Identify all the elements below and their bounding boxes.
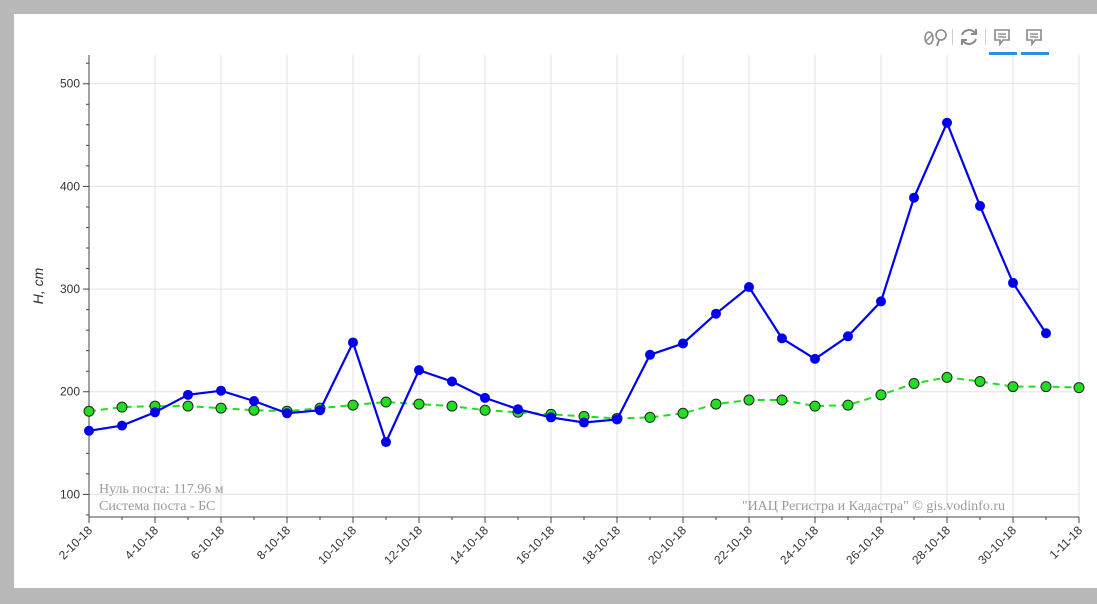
- data-point: [446, 400, 458, 412]
- data-point: [776, 394, 788, 406]
- x-tick-label: 14-10-18: [447, 523, 491, 567]
- series-layer: [83, 117, 1085, 448]
- data-point: [150, 407, 160, 418]
- y-tick-label: 200: [60, 385, 80, 399]
- data-point: [1041, 328, 1051, 339]
- data-point: [645, 349, 655, 360]
- series-0: [84, 117, 1051, 448]
- y-tick-label: 400: [60, 179, 80, 193]
- data-point: [876, 296, 886, 307]
- y-tick-label: 500: [60, 77, 80, 91]
- data-point: [282, 408, 292, 419]
- data-point: [248, 404, 260, 416]
- x-tick-label: 2-10-18: [56, 523, 95, 562]
- data-point: [942, 117, 952, 128]
- x-tick-label: 18-10-18: [579, 523, 623, 567]
- x-tick-label: 6-10-18: [188, 523, 227, 562]
- x-tick-label: 26-10-18: [843, 523, 887, 567]
- chart-panel: [14, 14, 1097, 588]
- toolbar-separator: [952, 29, 953, 45]
- data-point: [579, 417, 589, 428]
- data-point: [1007, 381, 1019, 393]
- data-point: [941, 371, 953, 383]
- x-tick-label: 10-10-18: [315, 523, 359, 567]
- data-point: [612, 414, 622, 425]
- data-point: [743, 394, 755, 406]
- y-axis-label: H, cm: [30, 267, 46, 304]
- x-tick-label: 28-10-18: [909, 523, 953, 567]
- data-point: [546, 412, 556, 423]
- data-point: [480, 392, 490, 403]
- zero-level-note: Нуль поста: 117.96 м: [99, 482, 224, 497]
- hover-icon[interactable]: [986, 23, 1018, 55]
- credit-note: "ИАЦ Регистра и Кадастра" © gis.vodinfo.…: [742, 499, 1005, 514]
- data-point: [711, 308, 721, 319]
- data-point: [84, 425, 94, 436]
- x-tick-label: 12-10-18: [381, 523, 425, 567]
- toolbar-separator: [985, 29, 986, 45]
- data-point: [809, 400, 821, 412]
- data-point: [216, 385, 226, 396]
- data-point: [513, 404, 523, 415]
- y-tick-label: 100: [60, 487, 80, 501]
- data-point: [183, 389, 193, 400]
- data-point: [677, 407, 689, 419]
- data-point: [678, 338, 688, 349]
- series-1: [83, 371, 1085, 424]
- x-tick-label: 20-10-18: [645, 523, 689, 567]
- data-point: [744, 282, 754, 293]
- data-point: [1040, 381, 1052, 393]
- data-point: [380, 396, 392, 408]
- y-tick-label: 300: [60, 282, 80, 296]
- data-point: [249, 395, 259, 406]
- data-point: [479, 404, 491, 416]
- reset-icon[interactable]: [953, 23, 985, 51]
- data-point: [117, 420, 127, 431]
- data-point: [842, 399, 854, 411]
- data-point: [843, 331, 853, 342]
- data-point: [381, 437, 391, 448]
- data-point: [875, 389, 887, 401]
- data-point: [215, 402, 227, 414]
- data-point: [710, 398, 722, 410]
- data-point: [908, 378, 920, 390]
- data-point: [347, 399, 359, 411]
- data-point: [83, 405, 95, 417]
- data-point: [348, 337, 358, 348]
- hover-icon[interactable]: [1018, 23, 1050, 55]
- data-point: [315, 405, 325, 416]
- data-point: [777, 333, 787, 344]
- x-tick-label: 8-10-18: [254, 523, 293, 562]
- x-tick-label: 24-10-18: [777, 523, 821, 567]
- grid: [88, 55, 1080, 517]
- x-tick-label: 22-10-18: [711, 523, 755, 567]
- data-point: [975, 200, 985, 211]
- system-note: Система поста - БС: [99, 499, 215, 514]
- chart-toolbar: [920, 22, 1050, 55]
- data-point: [116, 401, 128, 413]
- data-point: [413, 398, 425, 410]
- x-tick-label: 4-10-18: [122, 523, 161, 562]
- x-tick-label: 1-11-18: [1047, 523, 1086, 562]
- wheel-zoom-icon[interactable]: [920, 23, 952, 51]
- x-tick-label: 16-10-18: [513, 523, 557, 567]
- series-line: [88, 119, 1047, 446]
- data-point: [447, 376, 457, 387]
- data-point: [1073, 382, 1085, 394]
- data-point: [182, 400, 194, 412]
- data-point: [414, 365, 424, 376]
- data-point: [974, 375, 986, 387]
- data-point: [909, 192, 919, 203]
- data-point: [644, 411, 656, 423]
- x-tick-label: 30-10-18: [975, 523, 1019, 567]
- data-point: [810, 353, 820, 364]
- data-point: [1008, 277, 1018, 288]
